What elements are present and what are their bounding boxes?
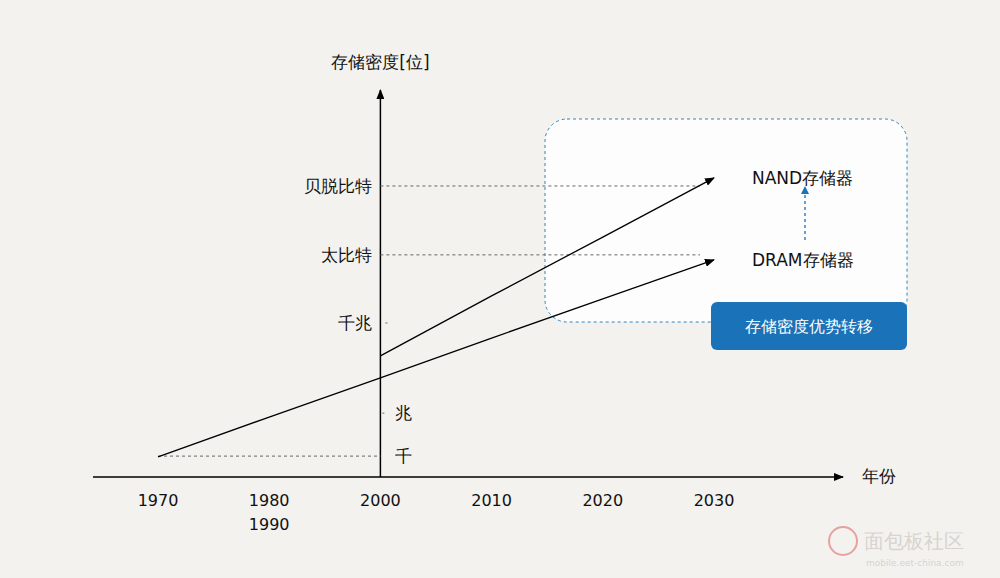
x-tick-label-line: 1970 xyxy=(138,491,179,510)
x-tick-label-line: 2020 xyxy=(582,491,623,510)
annotation-text: 存储密度优势转移 xyxy=(745,317,873,336)
highlight-box xyxy=(545,119,907,322)
series-line xyxy=(380,178,714,356)
transition-arrow xyxy=(804,190,805,240)
y-tick-label: 千兆 xyxy=(338,313,372,333)
y-axis xyxy=(380,90,382,477)
watermark: 面包板社区 xyxy=(864,529,964,553)
watermark-logo xyxy=(829,527,857,555)
annotation-badge xyxy=(711,302,907,350)
series-line xyxy=(158,260,714,457)
guide-line xyxy=(380,254,700,255)
x-tick-label: 2010 xyxy=(471,491,512,510)
tick-mark xyxy=(385,322,387,323)
x-tick-label: 1980 1990 xyxy=(249,491,290,534)
series-label: DRAM存储器 xyxy=(752,250,854,270)
chart: 存储密度[位]年份1970198019902000201020202030千兆千… xyxy=(0,0,1000,578)
x-tick-label-line: 2030 xyxy=(694,491,735,510)
x-tick-label-line: 2000 xyxy=(360,491,401,510)
y-tick-label: 太比特 xyxy=(321,245,372,265)
x-tick-label: 1970 xyxy=(138,491,179,510)
x-tick-label: 2030 xyxy=(694,491,735,510)
x-tick-label-line: 1980 xyxy=(249,491,290,510)
guide-line xyxy=(380,185,700,186)
y-tick-label: 贝脱比特 xyxy=(304,176,372,196)
x-tick-label: 2000 xyxy=(360,491,401,510)
guide-line xyxy=(158,456,380,457)
series-label: NAND存储器 xyxy=(752,168,853,188)
y-tick-label: 兆 xyxy=(395,403,412,423)
y-tick-label: 千 xyxy=(395,446,412,466)
y-axis-label: 存储密度[位] xyxy=(331,52,429,72)
series-group xyxy=(158,178,714,457)
tick-mark xyxy=(382,413,384,414)
x-axis-label: 年份 xyxy=(862,466,896,486)
x-tick-label-line: 2010 xyxy=(471,491,512,510)
x-tick-label-line: 1990 xyxy=(249,515,290,534)
x-axis xyxy=(93,476,843,478)
watermark-url: mobile.eet-china.com xyxy=(866,558,964,568)
x-tick-label: 2020 xyxy=(582,491,623,510)
